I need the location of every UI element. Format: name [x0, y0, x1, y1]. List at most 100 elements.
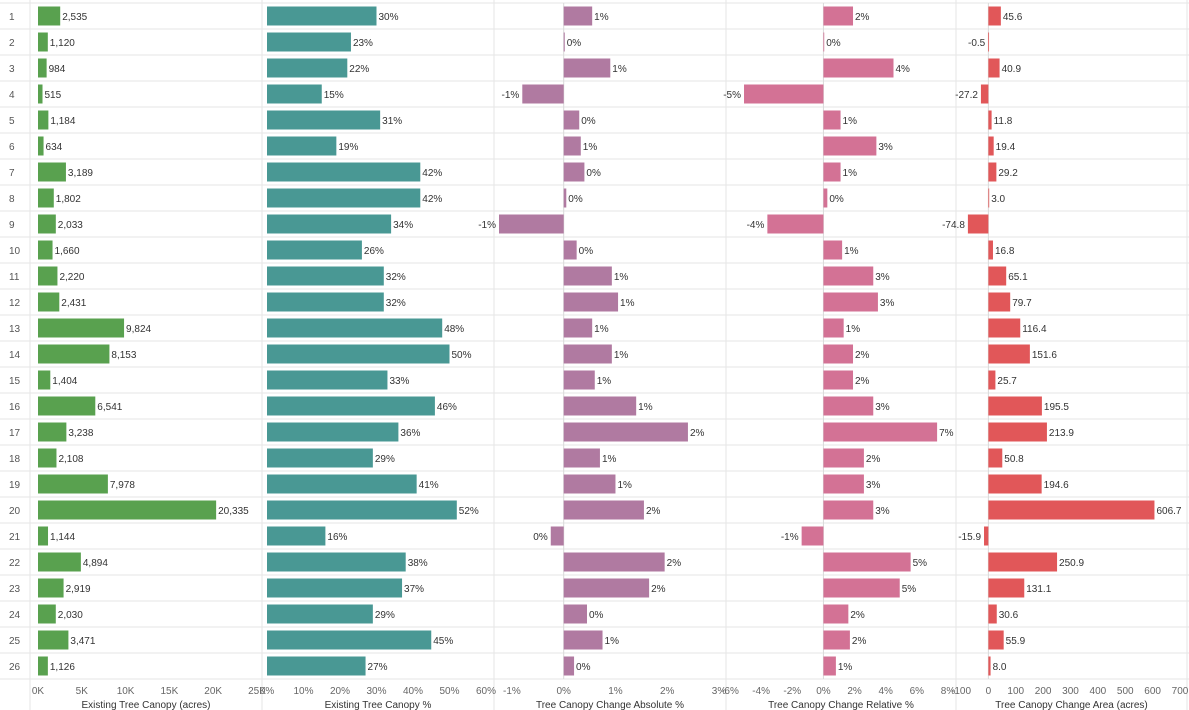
bar: [38, 630, 69, 650]
bar: [988, 422, 1047, 442]
value-label: 1%: [846, 324, 861, 335]
value-label: 4,894: [83, 558, 108, 569]
axis-title: Existing Tree Canopy (acres): [82, 700, 211, 710]
bar: [823, 292, 878, 312]
bar: [988, 604, 997, 624]
bar: [38, 110, 49, 130]
bar: [38, 84, 43, 104]
bar: [563, 422, 688, 442]
bar: [823, 110, 841, 130]
value-label: 2%: [855, 376, 870, 387]
value-label: 34%: [393, 220, 413, 231]
value-label: 1%: [843, 168, 858, 179]
value-label: -4%: [747, 220, 765, 231]
value-label: 65.1: [1008, 272, 1028, 283]
tick-label: -4%: [752, 686, 770, 697]
bar: [988, 344, 1030, 364]
bar: [823, 318, 844, 338]
value-label: 5%: [902, 584, 917, 595]
value-label: 2,220: [59, 272, 84, 283]
value-label: 2,431: [61, 298, 86, 309]
value-label: 3%: [875, 506, 890, 517]
value-label: 32%: [386, 272, 406, 283]
value-label: 33%: [389, 376, 409, 387]
bar: [823, 58, 894, 78]
bar: [563, 630, 603, 650]
tick-label: 6%: [910, 686, 925, 697]
tick-label: 200: [1035, 686, 1052, 697]
bar: [988, 448, 1003, 468]
value-label: 3%: [880, 298, 895, 309]
value-label: 29%: [375, 454, 395, 465]
bar: [563, 578, 650, 598]
value-label: 3,471: [70, 636, 95, 647]
bar: [563, 162, 585, 182]
bar: [267, 318, 443, 338]
bar: [38, 188, 54, 208]
bar: [267, 578, 403, 598]
tick-label: 5K: [76, 686, 89, 697]
value-label: 1%: [602, 454, 617, 465]
value-label: -1%: [478, 220, 496, 231]
tick-label: 4%: [878, 686, 893, 697]
bar: [38, 500, 217, 520]
bar: [38, 344, 110, 364]
bar: [823, 448, 864, 468]
value-label: 30%: [379, 12, 399, 23]
bar: [801, 526, 824, 546]
value-label: 1%: [594, 12, 609, 23]
row-label: 14: [9, 350, 21, 361]
value-label: 11.8: [994, 116, 1013, 127]
value-label: 0%: [829, 194, 844, 205]
bar: [988, 370, 996, 390]
bar: [823, 240, 843, 260]
bar: [563, 604, 587, 624]
bar: [563, 6, 593, 26]
tick-label: 15K: [161, 686, 179, 697]
bar: [38, 240, 53, 260]
value-label: -27.2: [955, 90, 978, 101]
bar: [563, 292, 619, 312]
bar: [823, 604, 849, 624]
bar: [267, 500, 457, 520]
value-label: 1,802: [56, 194, 81, 205]
bar: [988, 266, 1007, 286]
bar: [563, 188, 567, 208]
value-label: 1,404: [52, 376, 77, 387]
bar: [988, 578, 1025, 598]
value-label: 3%: [866, 480, 881, 491]
bar: [267, 136, 337, 156]
bar: [744, 84, 824, 104]
bar: [38, 370, 51, 390]
row-label: 3: [9, 64, 15, 75]
bar: [823, 630, 850, 650]
value-label: 19%: [338, 142, 358, 153]
tick-label: 0: [986, 686, 992, 697]
tick-label: 3%: [712, 686, 727, 697]
bar: [988, 32, 990, 52]
bar: [267, 32, 351, 52]
value-label: 45.6: [1003, 12, 1023, 23]
bar: [38, 162, 66, 182]
value-label: 22%: [349, 64, 369, 75]
value-label: 41%: [419, 480, 439, 491]
bar: [38, 526, 49, 546]
value-label: 26%: [364, 246, 384, 257]
bar: [967, 214, 989, 234]
row-label: 26: [9, 662, 21, 673]
value-label: -5%: [723, 90, 741, 101]
bar: [267, 474, 417, 494]
tick-label: 30%: [366, 686, 386, 697]
value-label: 2,030: [58, 610, 83, 621]
row-label: 15: [9, 376, 21, 387]
tick-label: 0K: [32, 686, 45, 697]
tick-label: 10%: [293, 686, 313, 697]
row-label: 12: [9, 298, 21, 309]
value-label: 45%: [433, 636, 453, 647]
bar: [38, 578, 64, 598]
value-label: 606.7: [1156, 506, 1181, 517]
bar: [267, 630, 432, 650]
value-label: 2%: [651, 584, 666, 595]
row-label: 16: [9, 402, 21, 413]
